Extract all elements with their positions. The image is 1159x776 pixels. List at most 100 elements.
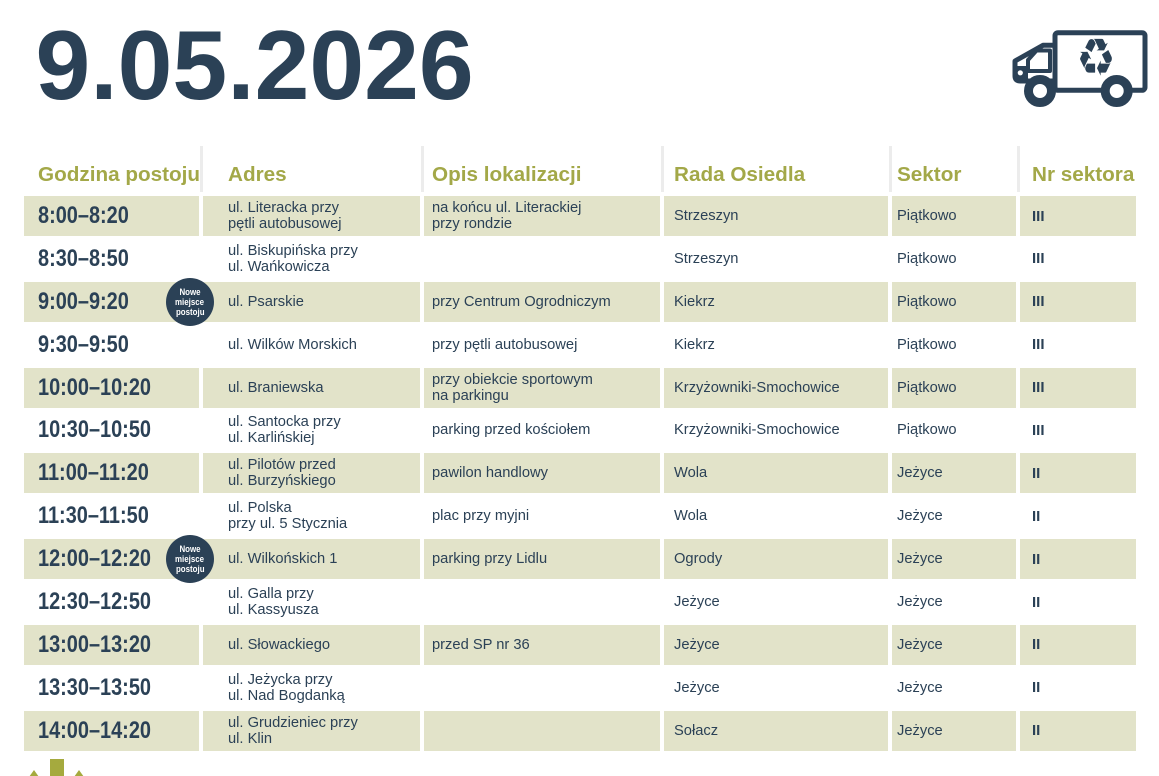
sector-number: III bbox=[1032, 336, 1045, 354]
cell-time: 8:00–8:20 bbox=[24, 196, 199, 236]
address-line: ul. Karlińskiej bbox=[228, 430, 315, 447]
table-row: 8:30–8:50 ul. Biskupińska przy ul. Wańkowi… bbox=[24, 239, 1136, 279]
cell-address: ul. Pilotów przed ul. Burzyńskiego bbox=[203, 453, 420, 494]
cell-time: 8:30–8:50 bbox=[24, 239, 199, 279]
cell-location: przy obiekcie sportowym na parkingu bbox=[424, 367, 660, 408]
address-line: ul. Klin bbox=[228, 730, 273, 747]
cell-sector: Piątkowo bbox=[892, 196, 1016, 236]
stop-time: 9:00–9:20 bbox=[38, 287, 129, 315]
sector-number: II bbox=[1032, 550, 1041, 568]
location-line: przy pętli autobusowej bbox=[432, 336, 578, 353]
sector-number: III bbox=[1032, 421, 1045, 439]
new-stop-badge-line: miejsce bbox=[175, 296, 205, 307]
sector-number: II bbox=[1032, 679, 1041, 697]
sector-number: II bbox=[1032, 507, 1041, 525]
sector-name: Piątkowo bbox=[897, 293, 957, 310]
cell-location bbox=[424, 582, 660, 622]
cell-time: 10:30–10:50 bbox=[24, 410, 199, 450]
sector-number: III bbox=[1032, 207, 1045, 225]
table-row: 8:00–8:20 ul. Literacka przy pętli autobus… bbox=[24, 196, 1136, 236]
council-name: Strzeszyn bbox=[674, 250, 739, 267]
header-divider bbox=[1016, 146, 1020, 192]
cell-sector-no: II bbox=[1020, 539, 1136, 580]
sector-number: III bbox=[1032, 293, 1045, 311]
table-row: 12:00–12:20 ul. Wilkońskich 1 parking przy… bbox=[24, 535, 1136, 584]
cell-address: ul. Galla przy ul. Kassyusza bbox=[203, 582, 420, 622]
council-name: Kiekrz bbox=[674, 293, 715, 310]
cell-location bbox=[424, 239, 660, 279]
sector-name: Jeżyce bbox=[897, 594, 943, 611]
cell-council: Sołacz bbox=[664, 710, 888, 751]
cell-location: na końcu ul. Literackiej przy rondzie bbox=[424, 196, 660, 236]
sector-number: II bbox=[1032, 722, 1041, 740]
address-line: pętli autobusowej bbox=[228, 216, 342, 232]
footer-bar-icon bbox=[50, 759, 64, 776]
cell-location: plac przy myjni bbox=[424, 496, 660, 536]
sector-name: Piątkowo bbox=[897, 208, 957, 224]
council-name: Krzyżowniki-Smochowice bbox=[674, 422, 840, 439]
sector-name: Piątkowo bbox=[897, 422, 957, 439]
address-line: ul. Braniewska bbox=[228, 379, 324, 396]
new-stop-badge: Nowe miejsce postoju bbox=[166, 535, 214, 584]
address-line: ul. Pilotów przed bbox=[228, 457, 336, 474]
stop-time: 8:30–8:50 bbox=[38, 244, 129, 272]
location-line: parking przed kościołem bbox=[432, 422, 591, 439]
location-line: na parkingu bbox=[432, 387, 509, 404]
cell-location: przy pętli autobusowej bbox=[424, 325, 660, 365]
council-name: Jeżyce bbox=[674, 636, 720, 653]
address-line: ul. Galla przy bbox=[228, 586, 314, 603]
address-line: ul. Jeżycka przy bbox=[228, 671, 333, 688]
cell-council: Ogrody bbox=[664, 539, 888, 580]
council-name: Kiekrz bbox=[674, 336, 715, 353]
cell-council: Jeżyce bbox=[664, 624, 888, 665]
recycle-symbol-icon: ♻ bbox=[1076, 30, 1115, 87]
column-header-sector: Sektor bbox=[897, 163, 962, 186]
cell-sector-no: III bbox=[1020, 367, 1136, 408]
cell-sector: Piątkowo bbox=[892, 325, 1016, 365]
council-name: Strzeszyn bbox=[674, 208, 739, 224]
table-row: 10:00–10:20 ul. Braniewska przy obiekcie s… bbox=[24, 367, 1136, 408]
location-line: parking przy Lidlu bbox=[432, 551, 548, 568]
footer-triangle-right-icon bbox=[74, 770, 84, 776]
cell-council: Strzeszyn bbox=[664, 196, 888, 236]
cell-location: pawilon handlowy bbox=[424, 453, 660, 494]
stop-time: 11:00–11:20 bbox=[38, 459, 149, 487]
table-row: 13:00–13:20 ul. Słowackiego przed SP nr 36… bbox=[24, 624, 1136, 665]
stop-time: 14:00–14:20 bbox=[38, 716, 151, 744]
header-divider bbox=[420, 146, 424, 192]
cell-sector-no: II bbox=[1020, 710, 1136, 751]
cell-time: 11:00–11:20 bbox=[24, 453, 199, 494]
stop-time: 12:00–12:20 bbox=[38, 545, 151, 573]
table-row: 11:30–11:50 ul. Polska przy ul. 5 Stycznia… bbox=[24, 496, 1136, 536]
address-line: ul. Literacka przy bbox=[228, 200, 340, 216]
cell-sector: Piątkowo bbox=[892, 410, 1016, 450]
cell-council: Krzyżowniki-Smochowice bbox=[664, 410, 888, 450]
new-stop-badge-line: postoju bbox=[175, 564, 205, 575]
cell-sector-no: II bbox=[1020, 496, 1136, 536]
cell-council: Jeżyce bbox=[664, 582, 888, 622]
sector-number: III bbox=[1032, 379, 1045, 397]
cell-council: Strzeszyn bbox=[664, 239, 888, 279]
cell-location bbox=[424, 668, 660, 708]
cell-sector: Piątkowo bbox=[892, 239, 1016, 279]
council-name: Wola bbox=[674, 465, 708, 482]
cell-address: ul. Wilkońskich 1 bbox=[203, 539, 420, 580]
cell-council: Wola bbox=[664, 496, 888, 536]
address-line: ul. Burzyńskiego bbox=[228, 473, 336, 490]
stop-time: 13:30–13:50 bbox=[38, 673, 151, 701]
cell-sector: Piątkowo bbox=[892, 367, 1016, 408]
address-line: przy ul. 5 Stycznia bbox=[228, 516, 348, 533]
table-row: 12:30–12:50 ul. Galla przy ul. Kassyusza Je… bbox=[24, 582, 1136, 622]
new-stop-badge-line: Nowe bbox=[179, 286, 201, 297]
address-line: ul. Polska bbox=[228, 500, 292, 517]
cell-sector-no: II bbox=[1020, 624, 1136, 665]
cell-time: 10:00–10:20 bbox=[24, 367, 199, 408]
table-row: 13:30–13:50 ul. Jeżycka przy ul. Nad Bogda… bbox=[24, 668, 1136, 708]
cell-sector: Jeżyce bbox=[892, 496, 1016, 536]
cell-sector-no: II bbox=[1020, 453, 1136, 494]
sector-number: II bbox=[1032, 636, 1041, 654]
cell-location: przy Centrum Ogrodniczym bbox=[424, 281, 660, 322]
cell-location bbox=[424, 710, 660, 751]
cell-address: ul. Psarskie bbox=[203, 281, 420, 322]
